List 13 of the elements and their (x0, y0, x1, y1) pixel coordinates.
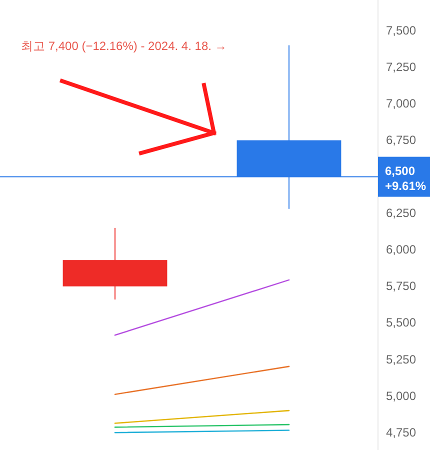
y-tick-label: 6,750 (386, 133, 416, 148)
y-tick-label: 7,500 (386, 24, 416, 38)
annotation: 최고 7,400 (−12.16%) - 2024. 4. 18. → (21, 39, 227, 54)
y-tick-label: 6,000 (386, 242, 416, 257)
y-tick-label: 6,250 (386, 206, 416, 220)
y-tick-label: 7,000 (386, 96, 416, 111)
y-tick-label: 5,000 (386, 388, 416, 403)
y-tick-label: 4,750 (386, 425, 416, 440)
y-tick-label: 5,250 (386, 352, 416, 366)
y-tick-label: 7,250 (386, 60, 416, 74)
ref-line-label: 6,500 +9.61% (385, 164, 426, 193)
y-tick-label: 5,500 (386, 316, 416, 330)
y-tick-label: 5,750 (386, 279, 416, 294)
